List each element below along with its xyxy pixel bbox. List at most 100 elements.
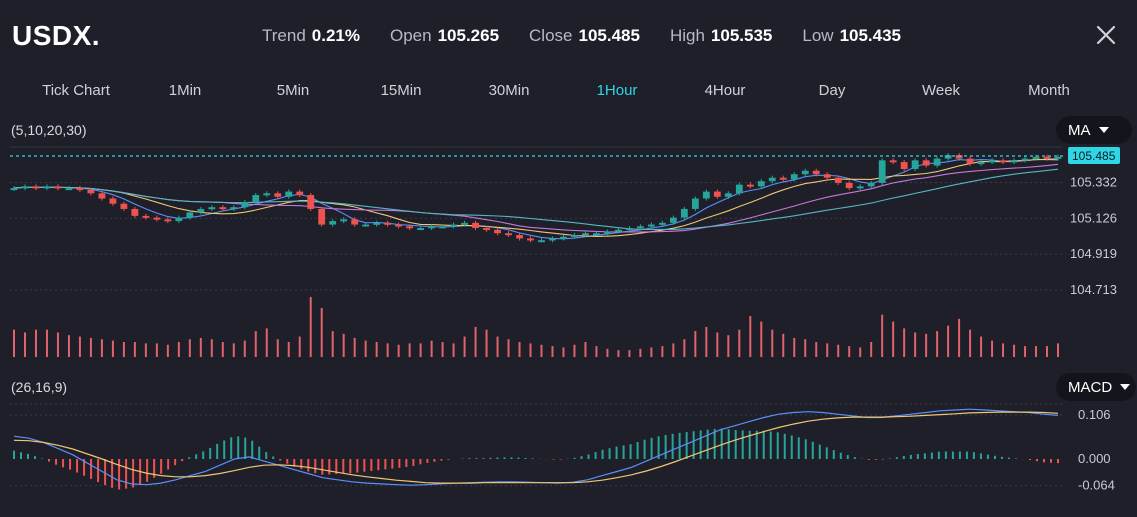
candle-body bbox=[318, 208, 326, 225]
candle-body bbox=[1021, 158, 1029, 161]
candle-body bbox=[604, 231, 611, 234]
candle-body bbox=[691, 198, 699, 209]
candle-body bbox=[823, 174, 831, 178]
candle-body bbox=[219, 207, 227, 210]
indicator-dropdown-label: MACD bbox=[1068, 378, 1113, 396]
candle-body bbox=[593, 233, 600, 236]
stat-trend: Trend 0.21% bbox=[262, 26, 360, 45]
candle-body bbox=[549, 238, 556, 241]
candle-body bbox=[131, 208, 139, 216]
candle-body bbox=[538, 240, 545, 243]
candle-body bbox=[109, 198, 117, 204]
candle-body bbox=[988, 160, 996, 163]
indicator-dropdown-macd[interactable]: MACD bbox=[1056, 373, 1136, 401]
candle-body bbox=[658, 222, 666, 225]
chevron-down-icon bbox=[1098, 127, 1109, 133]
moving-average-lines bbox=[13, 157, 1059, 240]
candle-body bbox=[889, 160, 897, 163]
candle-body bbox=[164, 219, 172, 222]
candle-body bbox=[494, 229, 501, 234]
candle-body bbox=[274, 193, 282, 197]
candle-body bbox=[87, 189, 95, 194]
tab-tick-chart[interactable]: Tick Chart bbox=[42, 82, 110, 99]
signal-line bbox=[13, 411, 1059, 484]
candle-body bbox=[944, 155, 952, 159]
tab-5min[interactable]: 5Min bbox=[276, 82, 310, 99]
ma10-line bbox=[13, 159, 1059, 237]
tab-15min[interactable]: 15Min bbox=[380, 82, 422, 99]
current-price-badge bbox=[1068, 147, 1120, 164]
candle-body bbox=[197, 208, 205, 213]
candle-body bbox=[746, 184, 754, 187]
price-axis-labels: 105.332 105.126 104.919 104.713 0.106 0.000 -0… bbox=[1070, 175, 1117, 493]
candle-body bbox=[812, 170, 820, 175]
macd-line bbox=[13, 408, 1059, 486]
current-price-marker: 105.485 bbox=[10, 147, 1120, 164]
candle-body bbox=[757, 181, 765, 187]
candle-body bbox=[922, 160, 930, 166]
candle-body bbox=[735, 184, 743, 194]
candle-body bbox=[296, 191, 304, 196]
price-tick-label: 105.126 bbox=[1070, 210, 1117, 225]
candle-body bbox=[230, 207, 238, 210]
macd-tick-label: 0.106 bbox=[1078, 407, 1111, 422]
candle-body bbox=[647, 224, 655, 227]
candle-body bbox=[241, 201, 249, 208]
stat-high: High 105.535 bbox=[669, 26, 773, 45]
candle-body bbox=[65, 188, 73, 191]
candle-body bbox=[702, 191, 710, 199]
tab-1hour[interactable]: 1Hour bbox=[596, 82, 638, 99]
candle-body bbox=[98, 193, 106, 199]
grid-lines bbox=[10, 146, 1062, 487]
candle-body bbox=[76, 188, 84, 191]
candle-body bbox=[208, 207, 216, 210]
volume-bars bbox=[13, 297, 1059, 357]
timeframe-tabs: Tick Chart 1Min 5Min 15Min 30Min 1Hour 4… bbox=[0, 82, 1137, 106]
candle-body bbox=[384, 222, 392, 225]
candle-body bbox=[1010, 160, 1018, 163]
candle-body bbox=[779, 177, 787, 180]
candle-body bbox=[1043, 156, 1051, 159]
macd-histogram bbox=[13, 428, 1059, 490]
current-price-label: 105.485 bbox=[1072, 149, 1116, 163]
candle-body bbox=[362, 224, 370, 227]
candle-body bbox=[724, 193, 732, 197]
candle-body bbox=[340, 219, 348, 222]
ma20-line bbox=[13, 163, 1059, 233]
candle-body bbox=[32, 186, 40, 189]
macd-tick-label: 0.000 bbox=[1078, 451, 1111, 466]
close-icon[interactable] bbox=[1095, 24, 1117, 46]
candle-body bbox=[120, 203, 128, 209]
candle-body bbox=[186, 212, 194, 218]
candle-body bbox=[263, 193, 271, 196]
macd-tick-label: -0.064 bbox=[1078, 478, 1115, 493]
tab-1min[interactable]: 1Min bbox=[168, 82, 202, 99]
stat-low: Low 105.435 bbox=[802, 26, 902, 45]
tab-week[interactable]: Week bbox=[921, 82, 961, 99]
candle-body bbox=[153, 217, 161, 220]
candle-body bbox=[933, 158, 941, 166]
indicator-dropdown-ma[interactable]: MA bbox=[1056, 116, 1132, 144]
tab-30min[interactable]: 30Min bbox=[488, 82, 530, 99]
candle-body bbox=[867, 182, 875, 187]
candle-body bbox=[329, 221, 337, 225]
tab-month[interactable]: Month bbox=[1028, 82, 1070, 99]
candle-body bbox=[1054, 156, 1062, 159]
stat-close: Close 105.485 bbox=[529, 26, 640, 45]
tab-4hour[interactable]: 4Hour bbox=[704, 82, 746, 99]
price-tick-label: 104.919 bbox=[1070, 246, 1117, 261]
candle-body bbox=[878, 160, 886, 183]
candle-body bbox=[21, 186, 29, 189]
candle-body bbox=[351, 219, 359, 225]
candle-body bbox=[582, 233, 589, 236]
candle-body bbox=[966, 158, 974, 164]
header-bar: USDX. Trend 0.21% Open 105.265 Close 105.48… bbox=[0, 0, 1137, 72]
candle-body bbox=[417, 228, 425, 231]
candle-body bbox=[768, 177, 776, 182]
tab-day[interactable]: Day bbox=[818, 82, 846, 99]
candle-body bbox=[955, 155, 963, 159]
candle-body bbox=[669, 217, 677, 223]
candle-body bbox=[615, 229, 622, 232]
candle-body bbox=[801, 170, 809, 175]
